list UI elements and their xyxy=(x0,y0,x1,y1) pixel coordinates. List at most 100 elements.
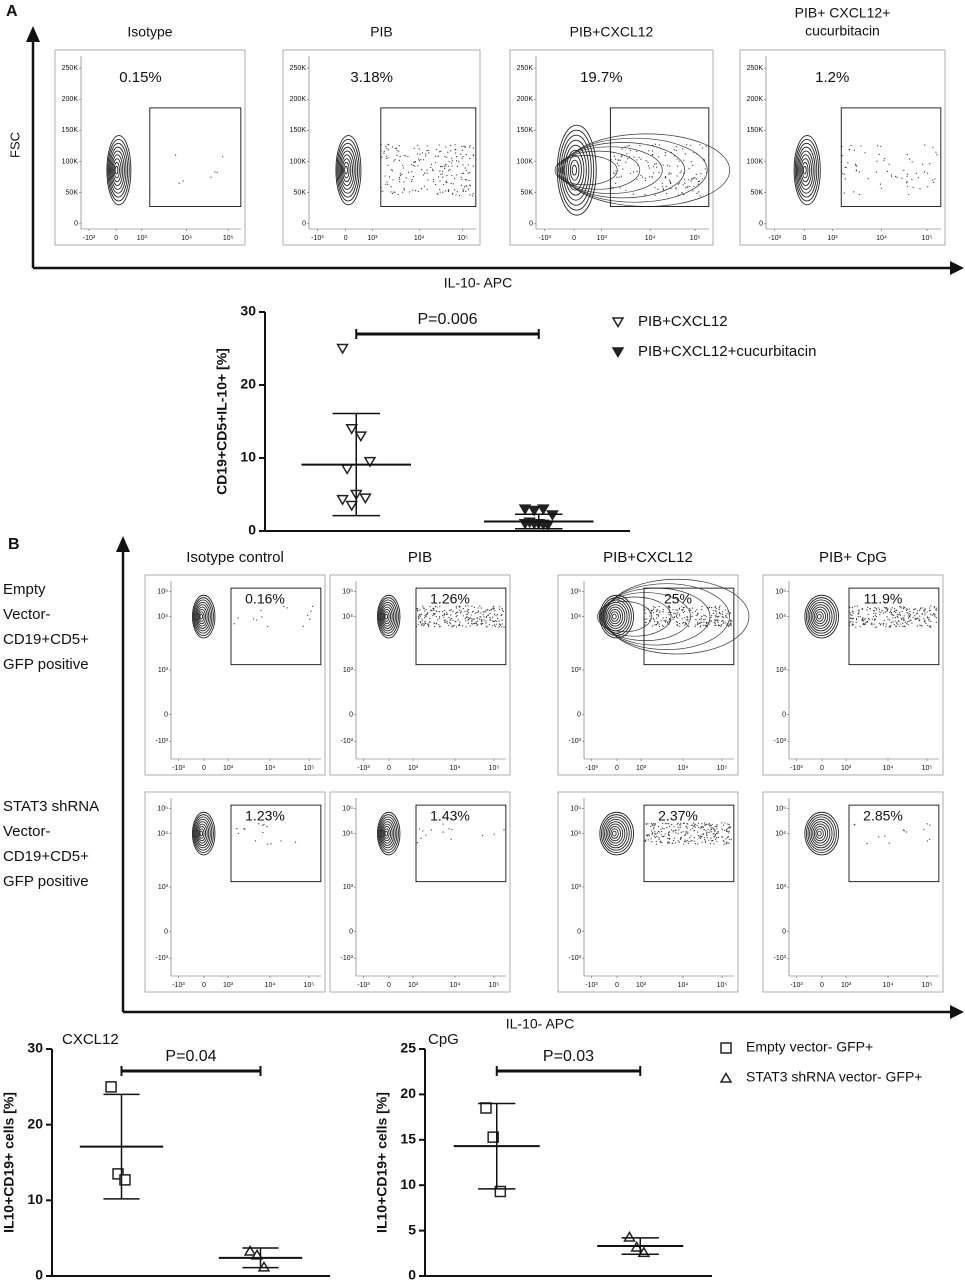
event-dot xyxy=(683,621,685,623)
event-dot xyxy=(850,617,852,619)
event-dot xyxy=(482,611,484,613)
event-dot xyxy=(472,618,474,620)
event-dot xyxy=(432,607,434,609)
event-dot xyxy=(891,613,893,615)
event-dot xyxy=(727,823,729,825)
gate-percent: 1.43% xyxy=(430,808,470,824)
event-dot xyxy=(850,144,852,147)
event-dot xyxy=(652,172,655,174)
data-point xyxy=(537,519,550,531)
event-dot xyxy=(693,830,695,832)
event-dot xyxy=(719,624,721,627)
event-dot xyxy=(438,626,441,628)
event-dot xyxy=(902,617,904,619)
row-label: CD19+CD5+ xyxy=(3,631,89,648)
event-dot xyxy=(417,158,420,160)
event-dot xyxy=(924,614,926,616)
event-dot xyxy=(462,172,465,174)
event-dot xyxy=(886,609,888,611)
event-dot xyxy=(730,625,732,627)
event-dot xyxy=(243,827,245,830)
event-dot xyxy=(467,619,469,621)
contour xyxy=(382,609,392,625)
contour xyxy=(336,138,360,202)
event-dot xyxy=(657,825,660,828)
event-dot xyxy=(667,842,669,844)
event-dot xyxy=(442,831,444,833)
axis-arrows xyxy=(26,26,964,1019)
event-dot xyxy=(852,621,854,623)
event-dot xyxy=(471,605,473,607)
event-dot xyxy=(645,622,647,624)
event-dot xyxy=(866,622,868,624)
event-dot xyxy=(728,830,730,832)
event-dot xyxy=(650,609,652,612)
y-tick-label: 150K xyxy=(290,127,307,134)
event-dot xyxy=(391,192,394,195)
event-dot xyxy=(448,189,450,191)
event-dot xyxy=(887,608,889,610)
event-dot xyxy=(667,823,670,825)
data-point xyxy=(243,1245,257,1256)
contour xyxy=(384,830,388,837)
contour xyxy=(380,821,395,846)
event-dot xyxy=(416,609,419,611)
event-dot xyxy=(469,146,471,148)
event-dot xyxy=(715,838,717,840)
event-dot xyxy=(455,607,457,609)
event-dot xyxy=(890,176,893,178)
event-dot xyxy=(667,621,669,623)
event-dot xyxy=(873,623,875,625)
event-dot xyxy=(471,620,473,622)
event-dot xyxy=(403,181,405,183)
event-dot xyxy=(498,620,500,622)
event-dot xyxy=(717,624,720,626)
contour xyxy=(562,139,590,201)
event-dot xyxy=(491,616,494,618)
contour xyxy=(804,811,840,856)
event-dot xyxy=(699,626,701,628)
x-tick-label: -10³ xyxy=(172,765,185,772)
event-dot xyxy=(906,621,908,623)
event-dot xyxy=(682,831,684,833)
event-dot xyxy=(710,837,712,839)
event-dot xyxy=(489,619,491,621)
event-dot xyxy=(916,612,919,614)
x-tick-label: 10⁵ xyxy=(457,235,468,242)
event-dot xyxy=(424,614,426,616)
event-dot xyxy=(632,193,635,195)
event-dot xyxy=(444,621,446,623)
event-dot xyxy=(652,612,655,614)
y-tick-label: 10⁵ xyxy=(775,806,786,813)
event-dot xyxy=(884,835,886,837)
event-dot xyxy=(858,609,860,611)
event-dot xyxy=(859,616,861,618)
event-dot xyxy=(890,608,892,610)
y-tick-label: 10⁵ xyxy=(157,589,168,596)
contour xyxy=(380,604,395,629)
p-value: P=0.006 xyxy=(417,311,477,328)
contour xyxy=(377,811,401,856)
event-dot xyxy=(622,168,624,170)
event-dot xyxy=(449,619,451,622)
event-dot xyxy=(682,184,684,186)
event-dot xyxy=(469,194,471,196)
event-dot xyxy=(443,619,445,622)
error-bar xyxy=(515,513,563,530)
event-dot xyxy=(450,614,452,616)
event-dot xyxy=(465,626,467,628)
event-dot xyxy=(412,175,415,178)
event-dot xyxy=(848,148,850,151)
plot-frame xyxy=(54,49,246,246)
event-dot xyxy=(672,831,674,833)
event-dot xyxy=(869,607,871,610)
contour xyxy=(111,154,124,187)
event-dot xyxy=(855,626,857,628)
event-dot xyxy=(668,605,671,607)
event-dot xyxy=(427,623,429,625)
x-tick-label: 10⁴ xyxy=(181,235,192,242)
event-dot xyxy=(455,174,458,176)
y-tick-label: 0 xyxy=(349,928,353,935)
event-dot xyxy=(658,623,660,625)
event-dot xyxy=(503,626,505,628)
